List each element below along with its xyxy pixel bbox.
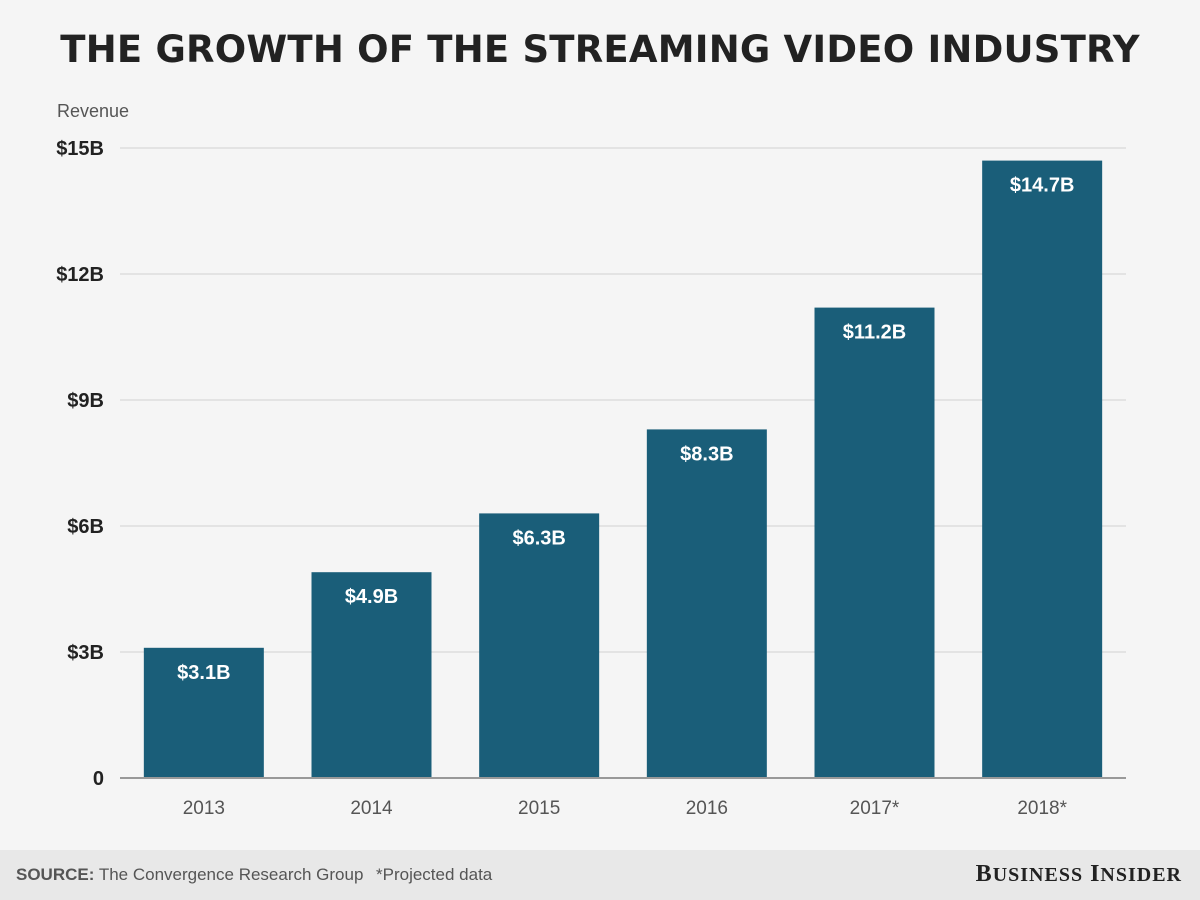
x-tick-label: 2018* xyxy=(1017,798,1067,819)
bar-2013 xyxy=(143,647,264,778)
bar-2017 xyxy=(814,307,935,778)
y-axis-title: Revenue xyxy=(57,101,129,121)
data-label: $3.1B xyxy=(177,662,230,684)
bar-2014 xyxy=(311,572,432,778)
footer: SOURCE: The Convergence Research Group *… xyxy=(0,850,1200,900)
bar-2016 xyxy=(646,429,767,778)
bars xyxy=(143,160,1103,779)
x-tick-label: 2017* xyxy=(850,798,900,819)
business-insider-logo: BUSINESS INSIDER xyxy=(975,861,1182,887)
source-label: SOURCE: xyxy=(16,865,95,884)
source-credit: SOURCE: The Convergence Research Group xyxy=(16,865,363,885)
data-label: $8.3B xyxy=(680,443,733,465)
data-label: $6.3B xyxy=(512,527,565,549)
grid-lines xyxy=(120,147,1126,653)
projected-note: *Projected data xyxy=(376,865,493,884)
data-labels: $3.1B $4.9B $6.3B $8.3B $11.2B $14.7B xyxy=(177,175,1074,684)
chart-title: THE GROWTH OF THE STREAMING VIDEO INDUST… xyxy=(60,28,1140,71)
y-tick-label: $6B xyxy=(67,516,104,538)
bar-chart: $3.1B $4.9B $6.3B $8.3B $11.2B $14.7B 0 $3B $6B… xyxy=(56,101,1126,819)
x-tick-label: 2015 xyxy=(518,798,560,819)
bar-2015 xyxy=(479,513,600,778)
data-label: $11.2B xyxy=(843,322,906,344)
y-tick-label: 0 xyxy=(93,768,104,790)
data-label: $14.7B xyxy=(1010,175,1075,197)
bar-2018 xyxy=(982,160,1103,779)
y-tick-label: $12B xyxy=(56,264,104,286)
y-axis-ticks: 0 $3B $6B $9B $12B $15B xyxy=(56,138,104,790)
data-label: $4.9B xyxy=(345,586,398,608)
y-tick-label: $3B xyxy=(67,642,104,664)
x-tick-label: 2014 xyxy=(350,798,393,819)
x-tick-label: 2013 xyxy=(183,798,225,819)
x-axis-ticks: 2013 2014 2015 2016 2017* 2018* xyxy=(183,798,1068,819)
source-text: The Convergence Research Group xyxy=(98,865,364,884)
x-tick-label: 2016 xyxy=(686,798,728,819)
y-tick-label: $15B xyxy=(56,138,104,160)
y-tick-label: $9B xyxy=(67,390,104,412)
